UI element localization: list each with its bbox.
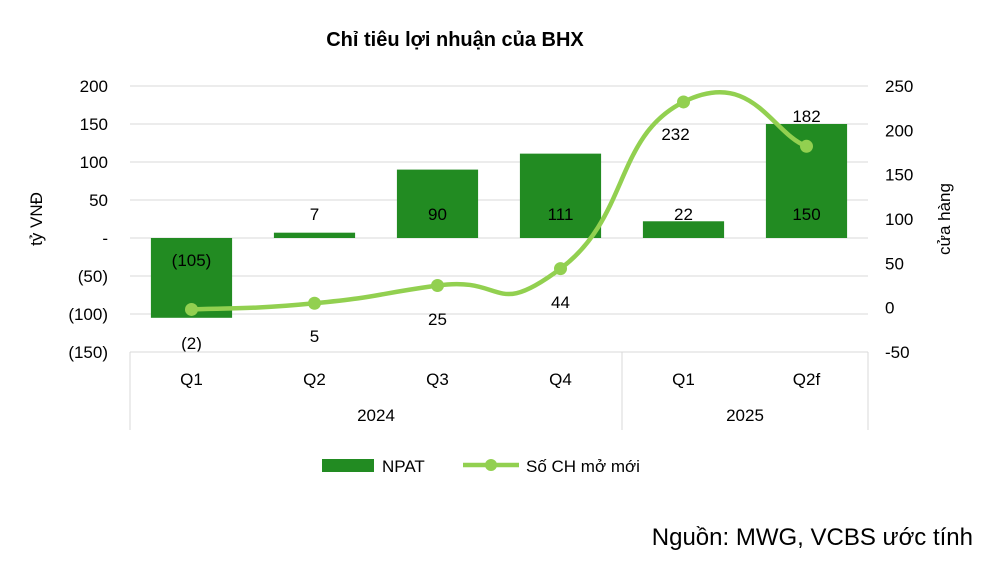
y-left-tick-label: (50)	[78, 267, 108, 286]
y-right-tick-label: 100	[885, 210, 913, 229]
y-right-tick-label: 150	[885, 166, 913, 185]
npat-bar	[273, 232, 356, 238]
x-tick-label: Q3	[426, 370, 449, 389]
y-right-axis-title: cửa hàng	[935, 183, 954, 255]
legend: NPAT Số CH mở mới	[322, 457, 640, 476]
x-tick-label: Q2f	[793, 370, 821, 389]
y-left-tick-label: (100)	[68, 305, 108, 324]
y-right-tick-label: 250	[885, 77, 913, 96]
npat-bar-label: 22	[674, 205, 693, 224]
legend-line-label: Số CH mở mới	[526, 457, 640, 476]
y-left-tick-label: -	[102, 229, 108, 248]
y-left-tick-label: (150)	[68, 343, 108, 362]
y-left-tick-label: 100	[80, 153, 108, 172]
new-stores-marker	[185, 302, 198, 316]
new-stores-marker	[431, 279, 444, 292]
legend-npat-label: NPAT	[382, 457, 425, 476]
y-right-tick-label: -50	[885, 343, 910, 362]
npat-bar-label: 90	[428, 205, 447, 224]
y-right-tick-label: 50	[885, 254, 904, 273]
npat-bar	[519, 153, 602, 238]
y-left-tick-label: 50	[89, 191, 108, 210]
new-stores-label: 25	[428, 310, 447, 329]
new-stores-label: 44	[551, 293, 570, 312]
npat-bar-label: (105)	[172, 251, 212, 270]
x-group-label: 2025	[726, 406, 764, 425]
x-tick-label: Q2	[303, 370, 326, 389]
legend-line-marker	[485, 459, 497, 471]
new-stores-label: 5	[310, 327, 319, 346]
chart: Chỉ tiêu lợi nhuận của BHX (105) 7 90 111 22…	[27, 29, 954, 476]
new-stores-label: (2)	[181, 334, 202, 353]
npat-bar-label: 7	[310, 205, 319, 224]
npat-bar-label: 150	[792, 205, 820, 224]
npat-bars	[150, 124, 848, 318]
new-stores-label: 232	[661, 125, 689, 144]
npat-bar	[642, 221, 725, 238]
data-labels: (105) 7 90 111 22 150 (2) 5 25 44 232 182	[172, 107, 821, 353]
legend-npat-swatch	[322, 459, 374, 472]
new-stores-marker	[554, 262, 567, 276]
x-tick-label: Q1	[672, 370, 695, 389]
chart-title: Chỉ tiêu lợi nhuận của BHX	[326, 29, 584, 51]
axes: 20015010050-(50)(100)(150)25020015010050…	[27, 77, 954, 430]
source-note: Nguồn: MWG, VCBS ước tính	[651, 524, 973, 551]
new-stores-marker	[308, 296, 321, 310]
npat-bar-label: 111	[548, 205, 574, 224]
new-stores-marker	[800, 139, 813, 153]
y-right-tick-label: 0	[885, 299, 894, 318]
x-group-label: 2024	[357, 406, 395, 425]
y-left-axis-title: tỷ VNĐ	[27, 192, 46, 246]
gridlines	[130, 85, 868, 353]
new-stores-line	[185, 90, 813, 316]
y-left-tick-label: 200	[80, 77, 108, 96]
new-stores-marker	[677, 95, 690, 109]
x-tick-label: Q4	[549, 370, 572, 389]
y-right-tick-label: 200	[885, 121, 913, 140]
y-left-tick-label: 150	[80, 115, 108, 134]
x-tick-label: Q1	[180, 370, 203, 389]
npat-bar	[396, 169, 479, 238]
new-stores-line-path	[189, 90, 809, 312]
new-stores-label: 182	[792, 107, 820, 126]
